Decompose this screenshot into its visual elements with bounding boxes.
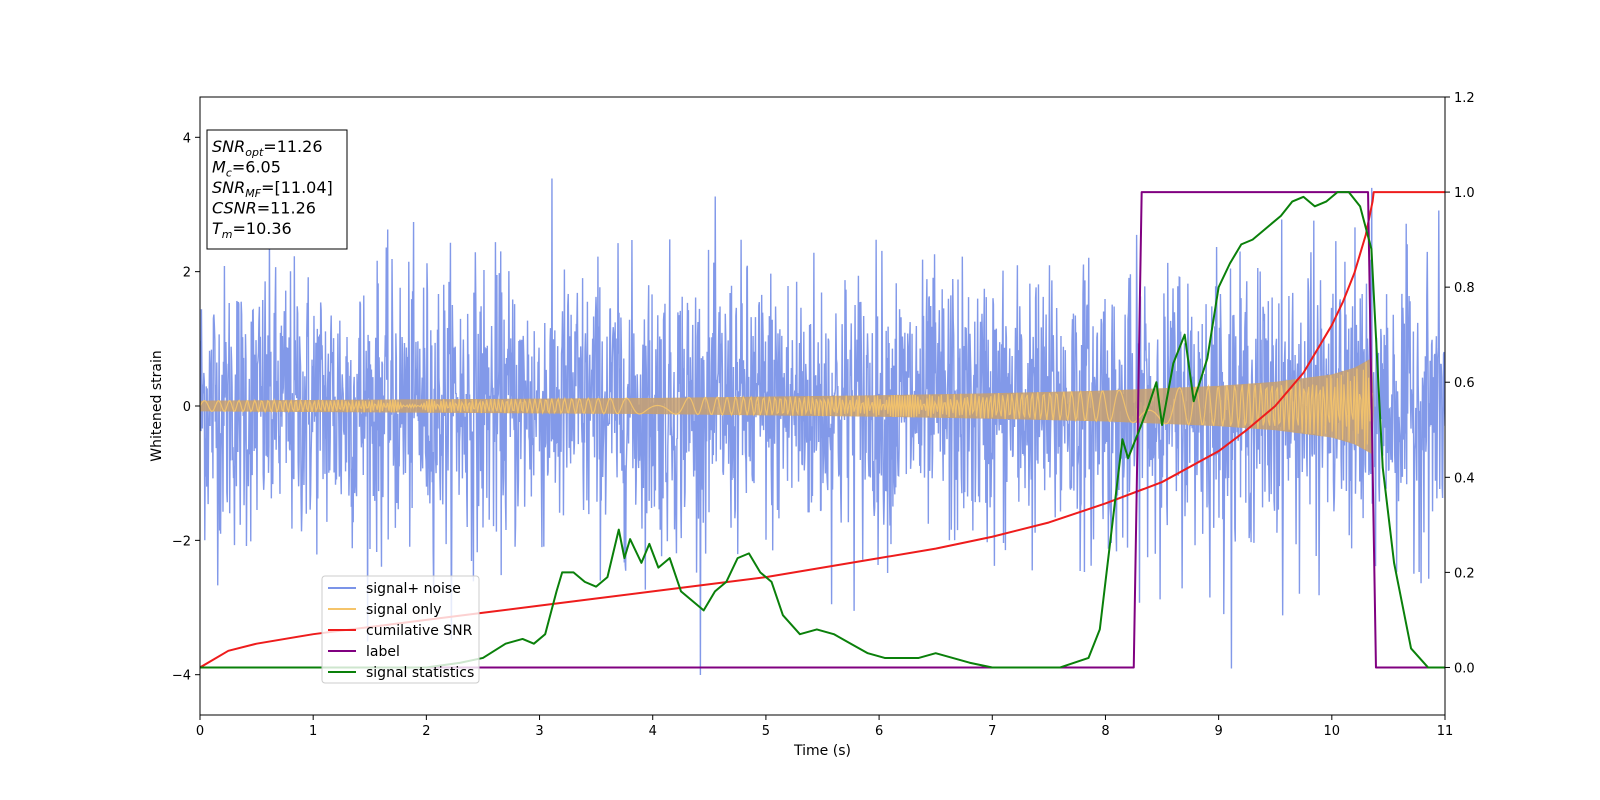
legend-label: signal+ noise	[366, 581, 461, 597]
x-tick-label: 0	[196, 724, 204, 739]
annotation-line: Tm=10.36	[212, 219, 292, 241]
series-signal-only-fill	[200, 357, 1445, 455]
y-tick-label: −4	[172, 669, 191, 684]
x-tick-label: 2	[422, 724, 430, 739]
series-signal-only-line	[200, 362, 1374, 450]
x-tick-label: 10	[1324, 724, 1341, 739]
y-tick-label: −2	[172, 534, 191, 549]
y2-tick-label: 0.2	[1454, 566, 1475, 581]
series-signal-statistics-line	[200, 191, 1445, 669]
axes-layer: 0 1 2 3 4 5 6 7 8 9 10 11 −4 −2 0 2 4 0.0 0.2 0.4 0.6 0.8 1.0 1…	[149, 91, 1475, 759]
x-tick-label: 8	[1101, 724, 1109, 739]
annotation-line: CSNR=11.26	[212, 199, 316, 218]
x-tick-label: 11	[1437, 724, 1454, 739]
annotation-subscript: c	[226, 167, 232, 180]
y2-tick-label: 1.0	[1454, 186, 1475, 201]
annotation-line: SNRopt=11.26	[212, 137, 323, 159]
annotation-frame	[206, 129, 348, 250]
y2-tick-label: 0.8	[1454, 281, 1475, 296]
annotation-line: SNRMF=[11.04]	[212, 178, 333, 200]
legend-label: label	[366, 644, 400, 660]
x-axis-label: Time (s)	[793, 743, 851, 759]
annotation-symbol: T	[212, 219, 223, 238]
legend-label: cumilative SNR	[366, 623, 473, 639]
y2-tick-label: 0.6	[1454, 376, 1475, 391]
legend-label: signal only	[366, 602, 441, 618]
annotation-subscript: m	[222, 228, 233, 241]
y-axis-label: Whitened strain	[149, 350, 165, 461]
y-tick-label: 2	[183, 266, 191, 281]
series-label-line	[200, 191, 1445, 669]
annotation-symbol: SNR	[212, 137, 245, 156]
annotation-symbol: M	[212, 158, 226, 177]
y-tick-label: 4	[183, 131, 191, 146]
legend: signal+ noise signal only cumilative SNR la…	[321, 575, 480, 684]
x-tick-label: 9	[1214, 724, 1222, 739]
annotation-value: =11.26	[257, 199, 316, 218]
annotation-value: =10.36	[233, 219, 292, 238]
y2-tick-label: 1.2	[1454, 91, 1475, 106]
x-tick-label: 3	[535, 724, 543, 739]
x-tick-label: 7	[988, 724, 996, 739]
legend-label: signal statistics	[366, 665, 474, 681]
x-tick-label: 1	[309, 724, 317, 739]
annotation-value: =11.26	[263, 137, 322, 156]
y2-tick-label: 0.0	[1454, 661, 1475, 676]
annotation-symbol: SNR	[212, 178, 245, 197]
legend-frame	[321, 575, 480, 684]
annotation-line: Mc=6.05	[212, 158, 281, 180]
annotation-value: =6.05	[232, 158, 281, 177]
annotation-subscript: opt	[245, 146, 264, 159]
x-tick-label: 5	[762, 724, 770, 739]
x-tick-label: 4	[649, 724, 657, 739]
y-tick-label: 0	[183, 400, 191, 415]
annotation-box: SNRopt=11.26Mc=6.05SNRMF=[11.04]CSNR=11.…	[206, 129, 348, 250]
annotation-subscript: MF	[245, 187, 261, 200]
x-tick-label: 6	[875, 724, 883, 739]
annotation-symbol: CSNR	[212, 199, 257, 218]
annotation-value: =[11.04]	[261, 178, 333, 197]
y2-tick-label: 0.4	[1454, 471, 1475, 486]
